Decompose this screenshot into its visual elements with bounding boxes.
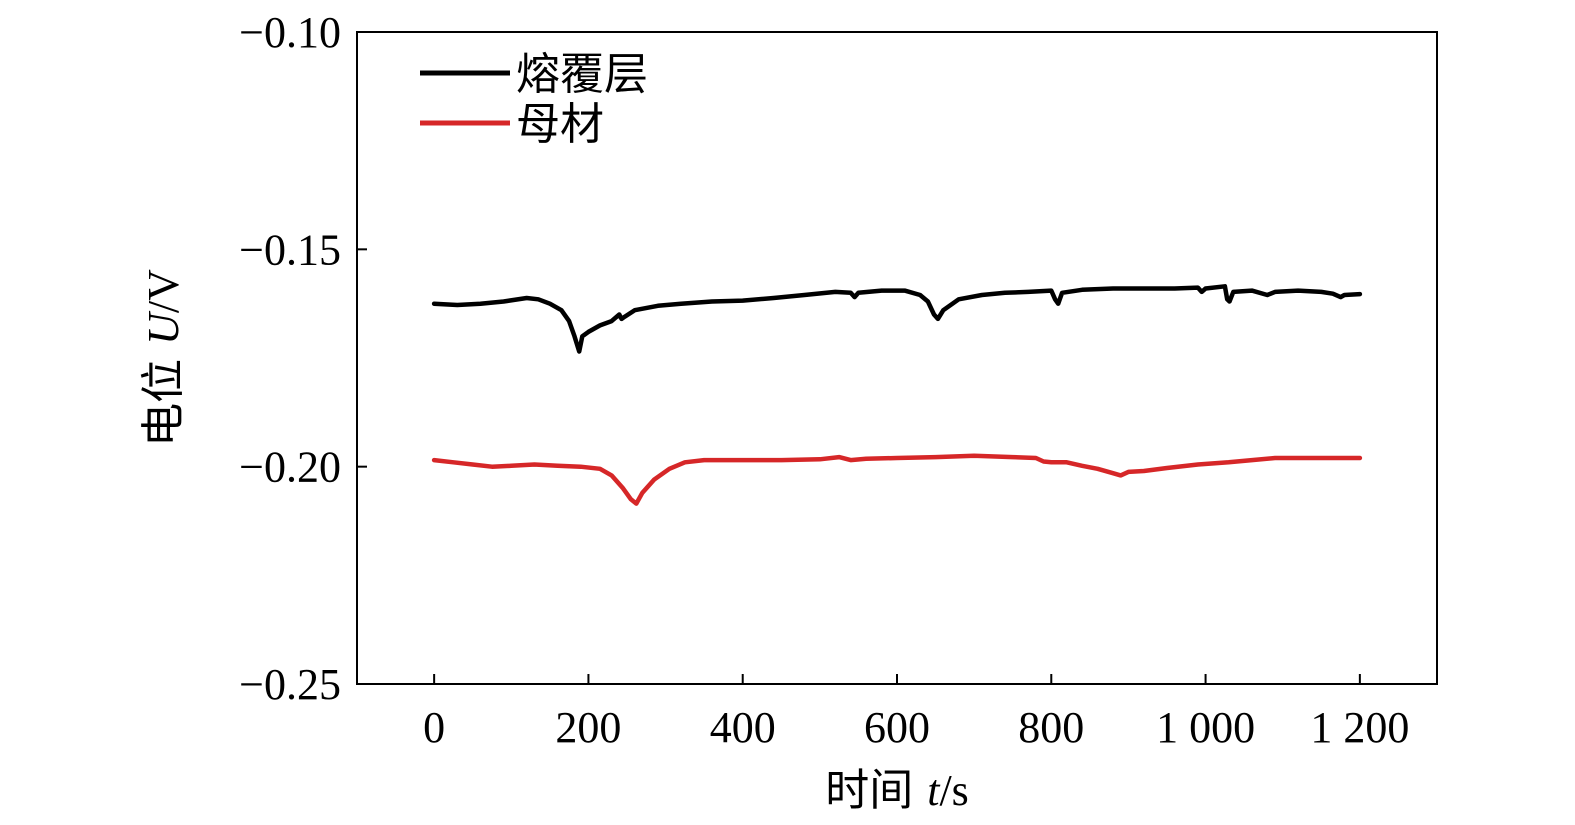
- x-tick-label: 0: [423, 703, 445, 752]
- x-tick-label: 200: [555, 703, 621, 752]
- x-axis-label: 时间 t/s: [825, 765, 969, 816]
- series-group: [431, 284, 1363, 506]
- y-tick-label: −0.20: [239, 443, 341, 492]
- series-line-2: [431, 453, 1363, 506]
- series-line-1: [431, 284, 1363, 354]
- x-axis-ticks: 0 200 400 600 800 1 000 1 200: [423, 674, 1409, 752]
- y-axis-label-prefix: 电位: [138, 345, 189, 447]
- y-tick-label: −0.10: [239, 8, 341, 57]
- y-axis-label: 电位 U/V: [138, 269, 189, 447]
- y-axis-label-variable: U: [139, 310, 188, 345]
- y-axis-ticks: −0.10 −0.15 −0.20 −0.25: [239, 8, 367, 709]
- legend-label: 母材: [516, 99, 604, 150]
- x-axis-label-variable: t: [927, 766, 941, 815]
- x-axis-label-prefix: 时间: [825, 765, 927, 816]
- legend-label: 熔覆层: [516, 49, 648, 100]
- x-axis-label-unit: /s: [939, 766, 968, 815]
- y-tick-label: −0.25: [239, 660, 341, 709]
- y-tick-label: −0.15: [239, 225, 341, 274]
- x-tick-label: 1 000: [1156, 703, 1255, 752]
- x-tick-label: 600: [864, 703, 930, 752]
- y-axis-label-unit: /V: [139, 269, 188, 313]
- x-tick-label: 1 200: [1310, 703, 1409, 752]
- x-tick-label: 800: [1018, 703, 1084, 752]
- x-tick-label: 400: [710, 703, 776, 752]
